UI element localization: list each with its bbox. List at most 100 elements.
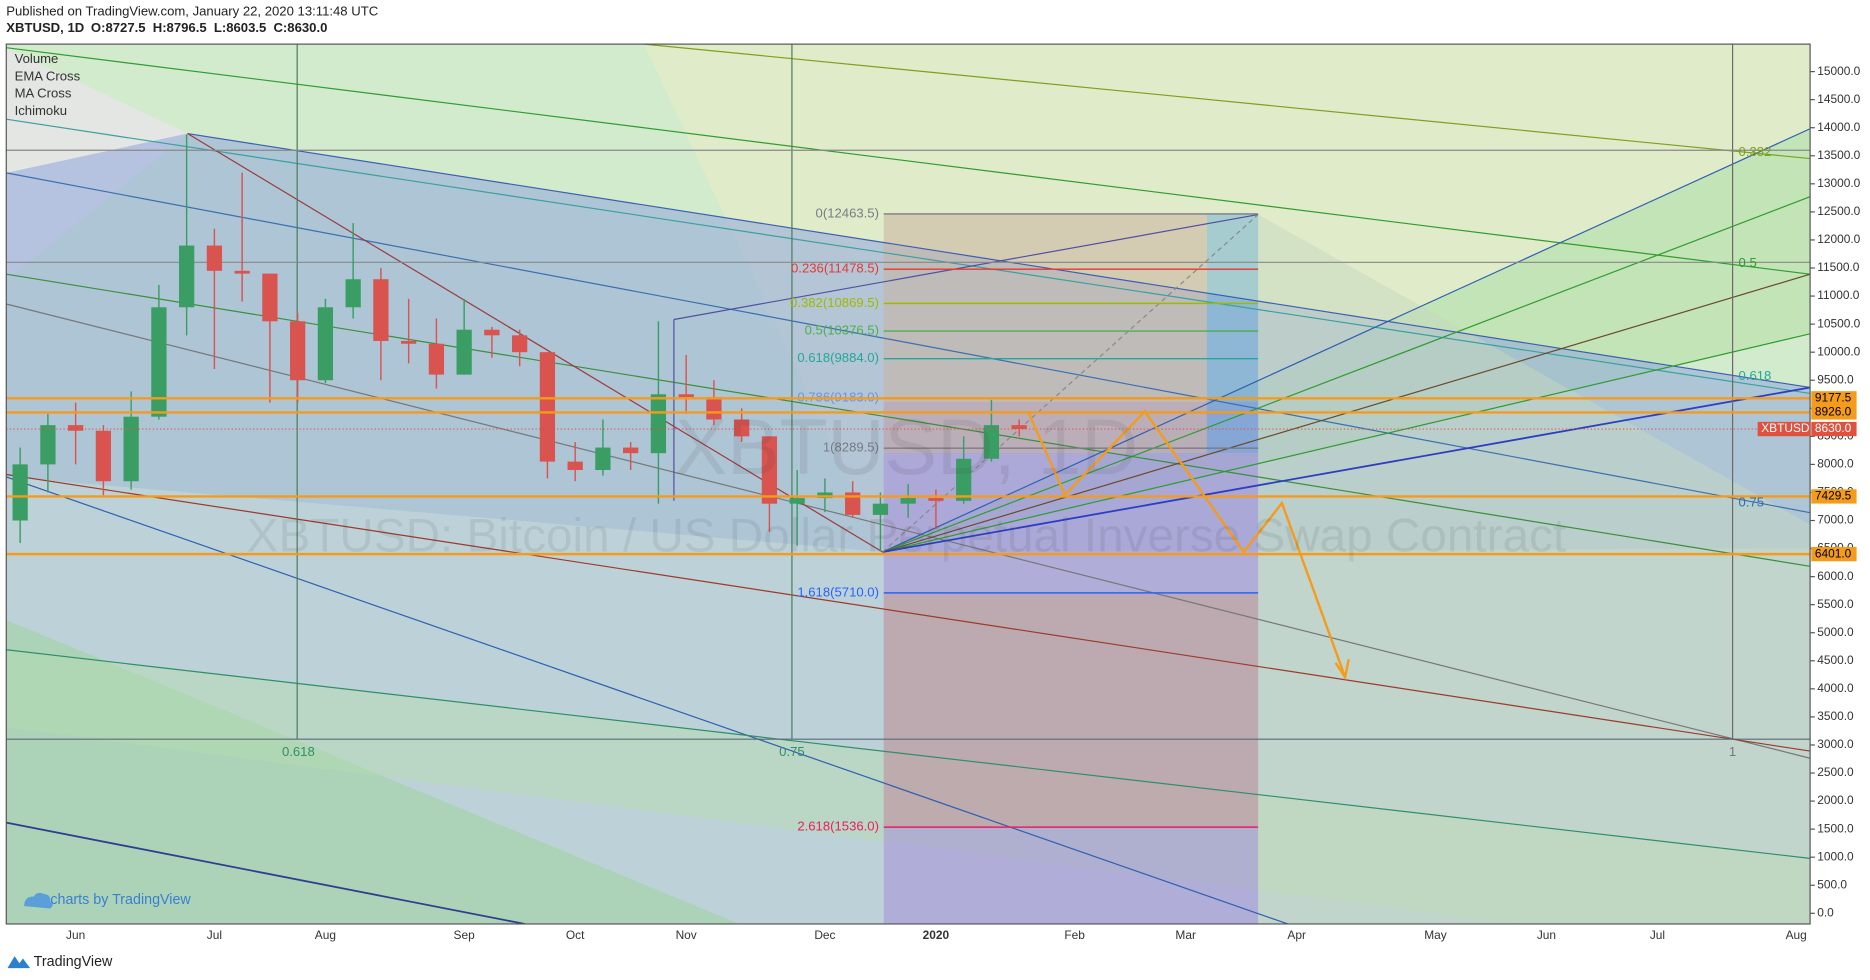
y-tick-label: 1000.0 bbox=[1817, 849, 1854, 863]
y-tick-label: 6000.0 bbox=[1817, 569, 1854, 583]
candle-body bbox=[290, 321, 306, 381]
y-tick-label: 13000.0 bbox=[1817, 176, 1860, 190]
y-tick-label: 15000.0 bbox=[1817, 64, 1860, 78]
indicator-name[interactable]: EMA Cross bbox=[15, 68, 81, 83]
x-tick-label: Feb bbox=[1064, 928, 1085, 942]
y-tick-label: 12500.0 bbox=[1817, 204, 1860, 218]
trend-line bbox=[6, 303, 1811, 759]
candle-body bbox=[151, 307, 167, 417]
candle-body bbox=[1011, 425, 1027, 430]
y-tick-label: 8000.0 bbox=[1817, 457, 1854, 471]
symbol-tag bbox=[1757, 421, 1811, 437]
candle-body bbox=[539, 352, 556, 462]
fan-label: 1 bbox=[1729, 744, 1736, 759]
candle-body bbox=[650, 394, 667, 454]
symbol-tag-label: XBTUSD bbox=[1761, 421, 1810, 435]
published-note: Published on TradingView.com, January 22… bbox=[6, 3, 378, 18]
credit: charts by TradingView bbox=[24, 892, 191, 909]
x-tick-label: Jun bbox=[1537, 928, 1556, 942]
fan-line bbox=[882, 128, 1811, 553]
time-axis bbox=[0, 923, 1811, 951]
trend-line bbox=[187, 132, 1811, 389]
indicator-name[interactable]: Volume bbox=[15, 51, 59, 66]
indicator-name[interactable]: MA Cross bbox=[15, 86, 72, 101]
candle-body bbox=[40, 425, 56, 465]
price-tag-label: 7429.5 bbox=[1815, 489, 1852, 503]
candle-body bbox=[401, 340, 417, 344]
credit-text: charts by TradingView bbox=[50, 892, 191, 908]
fib-label: 0.236(11478.5) bbox=[791, 261, 879, 276]
ohlc-legend: O:8727.5 H:8796.5 L:8603.5 C:8630.0 bbox=[91, 20, 327, 35]
fan-line bbox=[882, 333, 1811, 553]
candle-body bbox=[928, 498, 944, 501]
trend-line bbox=[6, 172, 1811, 514]
trend-line bbox=[6, 273, 1811, 567]
trend-line bbox=[673, 214, 1259, 321]
fib-label: 1(8289.5) bbox=[823, 440, 879, 455]
ohlc-value: O:8727.5 bbox=[91, 20, 146, 35]
ohlc-value: L:8603.5 bbox=[214, 20, 266, 35]
y-tick-label: 14500.0 bbox=[1817, 92, 1860, 106]
price-lines bbox=[6, 397, 1811, 556]
y-tick-label: 7000.0 bbox=[1817, 513, 1854, 527]
fan-label: 0.75 bbox=[1739, 495, 1765, 510]
ohlc-value: H:8796.5 bbox=[153, 20, 207, 35]
candle-body bbox=[706, 397, 722, 420]
fib-label: 0.786(9183.0) bbox=[797, 389, 879, 404]
trend-line bbox=[6, 47, 1811, 275]
y-tick-label: 11500.0 bbox=[1817, 260, 1860, 274]
brand: TradingView bbox=[34, 954, 113, 970]
trend-line bbox=[6, 476, 1289, 925]
x-tick-label: Oct bbox=[566, 928, 585, 942]
candle-body bbox=[262, 273, 278, 322]
y-tick-label: 12000.0 bbox=[1817, 232, 1860, 246]
candle-body bbox=[734, 419, 750, 437]
fan-labels: 0.382 0.5 0.618 0.75 0.618 0.75 1 bbox=[282, 144, 1771, 759]
fan-label: 0.618 bbox=[282, 744, 315, 759]
footer: TradingView bbox=[7, 954, 113, 970]
candle-body bbox=[179, 245, 195, 308]
indicator-list: Volume EMA Cross MA Cross Ichimoku bbox=[15, 51, 81, 118]
x-tick-label: 2020 bbox=[923, 928, 950, 942]
price-tag bbox=[1811, 546, 1857, 562]
candle-body bbox=[234, 270, 250, 274]
candle-body bbox=[512, 335, 528, 353]
indicator-name[interactable]: Ichimoku bbox=[15, 103, 67, 118]
projection-path bbox=[1026, 409, 1347, 678]
arrow-head bbox=[1334, 659, 1350, 681]
price-tag-label: 8926.0 bbox=[1815, 405, 1852, 419]
last-price-label: 8630.0 bbox=[1815, 421, 1852, 435]
candle-body bbox=[484, 329, 500, 336]
candle-body bbox=[567, 461, 583, 471]
fib-label: 0(12463.5) bbox=[816, 205, 879, 220]
candle-body bbox=[623, 447, 639, 454]
y-tick-label: 13500.0 bbox=[1817, 148, 1860, 162]
x-tick-label: May bbox=[1424, 928, 1447, 942]
y-tick-label: 1500.0 bbox=[1817, 821, 1854, 835]
x-tick-label: Jul bbox=[207, 928, 222, 942]
y-tick-label: 2500.0 bbox=[1817, 765, 1854, 779]
drawing-zone bbox=[6, 619, 740, 924]
trend-line bbox=[6, 118, 1811, 395]
ohlc-value: C:8630.0 bbox=[273, 20, 327, 35]
candle-body bbox=[345, 279, 361, 308]
y-tick-label: 4500.0 bbox=[1817, 653, 1854, 667]
candle-body bbox=[123, 416, 139, 482]
price-tag-label: 9177.5 bbox=[1815, 390, 1852, 404]
y-tick-label: 3000.0 bbox=[1817, 737, 1854, 751]
candle-body bbox=[206, 245, 223, 271]
candle-body bbox=[900, 498, 916, 504]
fan-line bbox=[882, 196, 1811, 553]
x-tick-label: Sep bbox=[454, 928, 476, 942]
price-tag bbox=[1811, 489, 1857, 504]
candle-body bbox=[95, 430, 112, 482]
fan-line bbox=[882, 386, 1811, 553]
y-tick-label: 4000.0 bbox=[1817, 681, 1854, 695]
fib-zone bbox=[883, 592, 1259, 827]
x-tick-label: Nov bbox=[676, 928, 697, 942]
trend-line bbox=[6, 821, 526, 925]
y-tick-label: 5000.0 bbox=[1817, 625, 1854, 639]
y-tick-label: 10500.0 bbox=[1817, 316, 1860, 330]
